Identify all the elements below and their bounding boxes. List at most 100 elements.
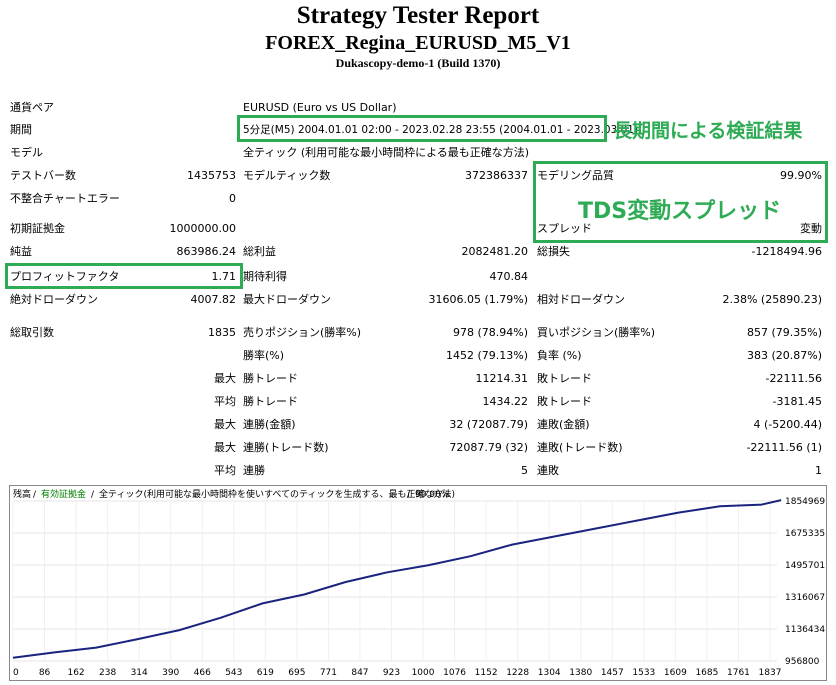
avg-cons-loss-value: 1: [815, 464, 822, 477]
expected-payoff-value: 470.84: [489, 270, 529, 283]
net-profit-value: 863986.24: [176, 245, 237, 258]
spread-label: スプレッド: [537, 222, 592, 235]
y-tick-label: 1854969: [785, 497, 825, 507]
x-tick-label: 1685: [695, 668, 718, 678]
expected-payoff-label: 期待利得: [243, 270, 287, 283]
rel-drawdown-label: 相対ドローダウン: [537, 293, 625, 306]
max-label-2: 最大: [214, 418, 236, 431]
total-trades-label: 総取引数: [10, 326, 54, 339]
x-tick-label: 0: [13, 668, 19, 678]
x-tick-label: 1152: [475, 668, 498, 678]
x-tick-label: 1837: [759, 668, 782, 678]
quality-value: 99.90%: [780, 169, 822, 182]
short-positions-label: 売りポジション(勝率%): [243, 326, 362, 339]
max-drawdown-label: 最大ドローダウン: [243, 293, 331, 306]
loss-rate-value: 383 (20.87%): [746, 349, 822, 362]
largest-loss-value: -22111.56: [765, 372, 822, 385]
cons-profit-value: 72087.79 (32): [449, 441, 528, 454]
long-positions-value: 857 (79.35%): [746, 326, 822, 339]
max-label-3: 最大: [214, 441, 236, 454]
abs-drawdown-value: 4007.82: [190, 293, 237, 306]
y-tick-label: 1316067: [785, 593, 825, 603]
x-tick-label: 771: [320, 668, 337, 678]
win-rate-value: 1452 (79.13%): [445, 349, 528, 362]
quality-label: モデリング品質: [537, 169, 614, 182]
largest-loss-label: 敗トレード: [537, 372, 592, 385]
x-tick-label: 1609: [664, 668, 687, 678]
x-tick-label: 847: [351, 668, 368, 678]
legend-sep-3: /: [407, 490, 411, 500]
largest-win-label: 勝トレード: [243, 372, 298, 385]
x-tick-label: 1761: [727, 668, 750, 678]
x-tick-label: 162: [67, 668, 84, 678]
x-tick-label: 1228: [506, 668, 529, 678]
spread-highlight-box: [533, 161, 828, 243]
x-tick-label: 923: [383, 668, 400, 678]
x-tick-label: 1457: [601, 668, 624, 678]
x-tick-label: 466: [194, 668, 211, 678]
gross-profit-label: 総利益: [243, 245, 276, 258]
win-rate-label: 勝率(%): [243, 349, 285, 362]
net-profit-label: 純益: [10, 245, 32, 258]
cons-profit-label: 連勝(トレード数): [243, 441, 329, 454]
cons-loss-value: 4 (-5200.44): [753, 418, 822, 431]
tds-spread-note: TDS変動スプレッド: [578, 199, 782, 224]
long-period-note: 長期間による検証結果: [613, 120, 803, 142]
max-label: 最大: [214, 372, 236, 385]
symbol-value: EURUSD (Euro vs US Dollar): [243, 101, 397, 114]
long-positions-label: 買いポジション(勝率%): [537, 326, 656, 339]
gross-profit-value: 2082481.20: [461, 245, 528, 258]
legend-quality: 99.90%: [415, 490, 450, 500]
mismatch-label: 不整合チャートエラー: [10, 192, 120, 205]
x-tick-label: 1304: [538, 668, 561, 678]
x-tick-label: 238: [99, 668, 116, 678]
x-tick-label: 390: [162, 668, 179, 678]
cons-win-value: 32 (72087.79): [449, 418, 528, 431]
gross-loss-label: 総損失: [537, 245, 570, 258]
loss-rate-label: 負率 (%): [537, 349, 582, 362]
legend-sep-1: /: [33, 490, 37, 500]
total-trades-value: 1835: [208, 326, 236, 339]
profit-factor-highlight-box: [5, 263, 243, 289]
model-value: 全ティック (利用可能な最小時間枠による最も正確な方法): [243, 146, 530, 159]
x-tick-label: 1000: [412, 668, 435, 678]
y-tick-label: 1136434: [785, 625, 825, 635]
y-tick-label: 956800: [785, 657, 820, 667]
symbol-label: 通貨ペア: [10, 101, 54, 114]
avg-loss-value: -3181.45: [772, 395, 822, 408]
avg-cons-win-label: 連勝: [243, 464, 265, 477]
avg-win-label: 勝トレード: [243, 395, 298, 408]
bars-value: 1435753: [187, 169, 236, 182]
x-tick-label: 86: [39, 668, 51, 678]
x-tick-label: 1533: [632, 668, 655, 678]
spread-value: 変動: [800, 222, 822, 235]
legend-sep-2: /: [91, 490, 95, 500]
cons-win-label: 連勝(金額): [243, 418, 296, 431]
rel-drawdown-value: 2.38% (25890.23): [722, 293, 822, 306]
x-tick-label: 543: [225, 668, 242, 678]
avg-cons-win-value: 5: [521, 464, 528, 477]
max-drawdown-value: 31606.05 (1.79%): [428, 293, 528, 306]
profit-factor-label: プロフィットファクタ: [10, 270, 120, 283]
short-positions-value: 978 (78.94%): [452, 326, 528, 339]
avg-loss-label: 敗トレード: [537, 395, 592, 408]
x-tick-label: 1076: [443, 668, 466, 678]
report-title: Strategy Tester Report: [296, 2, 540, 29]
gross-loss-value: -1218494.96: [751, 245, 822, 258]
x-tick-label: 695: [288, 668, 305, 678]
mismatch-value: 0: [229, 192, 236, 205]
avg-win-value: 1434.22: [482, 395, 529, 408]
ticks-label: モデルティック数: [243, 169, 331, 182]
cons-loss-label: 連敗(金額): [537, 418, 590, 431]
x-tick-label: 619: [257, 668, 274, 678]
largest-win-value: 11214.31: [475, 372, 529, 385]
x-tick-label: 314: [131, 668, 148, 678]
chart-frame: [9, 485, 827, 681]
bars-label: テストバー数: [10, 169, 76, 182]
period-label: 期間: [10, 123, 32, 136]
period-value: 5分足(M5) 2004.01.01 02:00 - 2023.02.28 23…: [243, 124, 639, 136]
avg-label: 平均: [214, 395, 236, 408]
y-tick-label: 1495701: [785, 561, 825, 571]
cons-lossamt-label: 連敗(トレード数): [537, 441, 623, 454]
legend-method: 全ティック(利用可能な最小時間枠を使いすべてのティックを生成する、最も正確な方法…: [99, 488, 455, 500]
